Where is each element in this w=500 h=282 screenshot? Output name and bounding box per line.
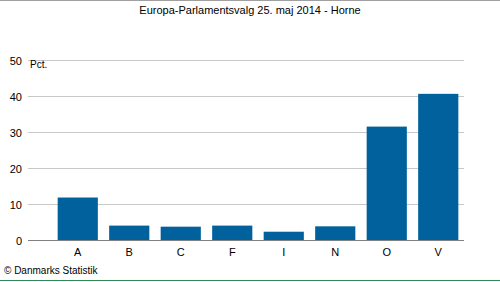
axis-label: Pct.: [30, 59, 47, 70]
grid-line: [52, 60, 464, 61]
tick-mark: [28, 204, 52, 205]
category-label: C: [177, 246, 185, 258]
category-label: V: [435, 246, 443, 258]
tick-label: 0: [16, 235, 22, 247]
category-label: I: [282, 246, 285, 258]
bar: [212, 226, 252, 240]
x-axis: [28, 240, 464, 241]
tick-label: 40: [10, 91, 22, 103]
bar: [264, 232, 304, 240]
tick-mark: [28, 132, 52, 133]
frame-top: [0, 0, 500, 1]
chart: Europa-Parlamentsvalg 25. maj 2014 - Hor…: [0, 0, 500, 282]
bar: [58, 198, 98, 240]
category-label: A: [74, 246, 82, 258]
tick-label: 10: [10, 199, 22, 211]
bar: [367, 127, 407, 240]
bar: [418, 94, 458, 240]
tick-label: 50: [10, 55, 22, 67]
bars: [58, 94, 459, 240]
tick-mark: [28, 168, 52, 169]
tick-label: 30: [10, 127, 22, 139]
category-label: B: [126, 246, 133, 258]
bar: [315, 226, 355, 240]
bar: [161, 227, 201, 240]
tick-label: 20: [10, 163, 22, 175]
bar: [109, 226, 149, 240]
tick-mark: [28, 96, 52, 97]
title: Europa-Parlamentsvalg 25. maj 2014 - Hor…: [139, 4, 360, 16]
category-label: F: [229, 246, 236, 258]
category-label: O: [382, 246, 391, 258]
grid-line: [52, 96, 464, 97]
category-label: N: [331, 246, 339, 258]
source: © Danmarks Statistik: [4, 265, 99, 276]
chart-root: Europa-Parlamentsvalg 25. maj 2014 - Hor…: [0, 0, 500, 282]
frame-bottom: [0, 280, 500, 281]
